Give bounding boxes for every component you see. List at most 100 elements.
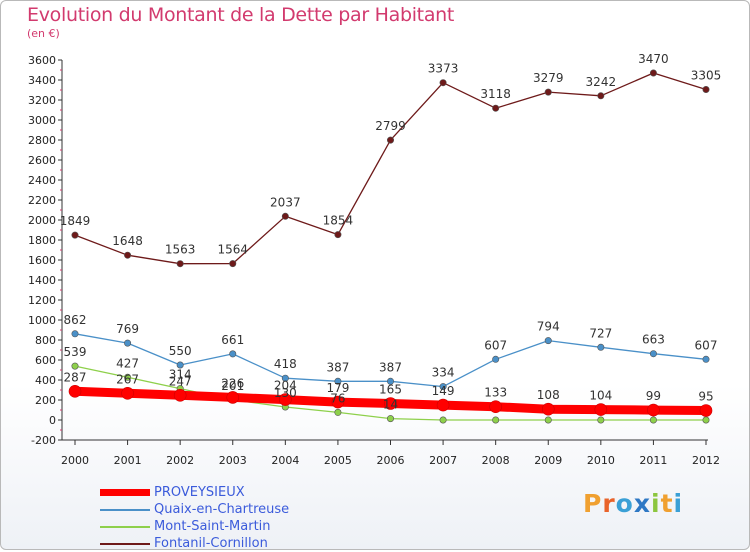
- data-label: 1854: [323, 214, 354, 228]
- x-tick-label: 2005: [324, 454, 352, 467]
- data-point: [597, 343, 605, 351]
- data-label: 1564: [217, 243, 248, 257]
- y-tick-label: -200: [31, 434, 56, 447]
- legend-label: Fontanil-Cornillon: [154, 536, 268, 551]
- y-tick-label: 2400: [28, 174, 56, 187]
- x-tick-label: 2010: [587, 454, 615, 467]
- data-point: [597, 92, 605, 100]
- legend-swatch: [100, 489, 150, 496]
- y-tick-label: 1400: [28, 274, 56, 287]
- data-label: 794: [537, 320, 560, 334]
- data-point: [334, 377, 342, 385]
- legend-label: Quaix-en-Chartreuse: [154, 502, 290, 517]
- legend-swatch: [100, 543, 150, 545]
- data-point: [281, 212, 289, 220]
- data-label: 387: [326, 360, 349, 374]
- y-tick-label: 800: [35, 334, 56, 347]
- brand-letter: i: [673, 489, 684, 518]
- x-tick-label: 2003: [219, 454, 247, 467]
- data-point: [386, 136, 394, 144]
- data-point: [544, 337, 552, 345]
- data-point: [702, 86, 710, 94]
- data-point: [702, 416, 710, 424]
- legend-swatch: [100, 526, 150, 528]
- x-tick-label: 2008: [482, 454, 510, 467]
- y-tick-label: 3600: [28, 54, 56, 67]
- data-point: [334, 231, 342, 239]
- y-tick-label: 2000: [28, 214, 56, 227]
- data-point: [439, 383, 447, 391]
- data-label: 104: [589, 389, 612, 403]
- data-label: 387: [379, 360, 402, 374]
- y-tick-label: 2200: [28, 194, 56, 207]
- data-label: 769: [116, 322, 139, 336]
- y-tick-label: 400: [35, 374, 56, 387]
- data-label: 607: [484, 338, 507, 352]
- y-tick-label: 3400: [28, 74, 56, 87]
- data-point: [279, 393, 292, 406]
- y-tick-label: 1200: [28, 294, 56, 307]
- y-tick-label: 200: [35, 394, 56, 407]
- data-label: 550: [169, 344, 192, 358]
- x-tick-label: 2011: [639, 454, 667, 467]
- data-point: [124, 251, 132, 259]
- data-label: 287: [64, 370, 87, 384]
- series-line: [74, 72, 707, 265]
- data-label: 1563: [165, 243, 196, 257]
- data-label: 661: [221, 333, 244, 347]
- data-label: 267: [116, 372, 139, 386]
- data-point: [541, 402, 555, 416]
- data-label: 3305: [691, 69, 722, 83]
- data-point: [492, 104, 500, 112]
- data-label: 108: [537, 388, 560, 402]
- data-label: 427: [116, 356, 139, 370]
- data-label: 314: [169, 368, 192, 382]
- data-label: 95: [698, 390, 713, 404]
- data-point: [544, 416, 552, 424]
- data-label: 76: [330, 391, 345, 405]
- data-point: [226, 391, 240, 404]
- data-label: 727: [589, 326, 612, 340]
- data-point: [597, 416, 605, 424]
- data-label: 99: [646, 389, 661, 403]
- data-label: 334: [432, 366, 455, 380]
- data-point: [436, 398, 450, 412]
- data-label: 130: [274, 386, 297, 400]
- data-label: 247: [169, 374, 192, 388]
- brand-letter: P: [583, 489, 603, 518]
- data-point: [281, 374, 289, 382]
- y-tick-label: 0: [49, 414, 56, 427]
- x-tick-label: 2006: [377, 454, 405, 467]
- data-label: 179: [326, 381, 349, 395]
- data-point: [439, 79, 447, 87]
- brand-letter: i: [651, 489, 661, 518]
- x-tick-label: 2004: [271, 454, 299, 467]
- series-group: [68, 69, 713, 424]
- data-label: 3118: [480, 87, 511, 101]
- brand-letter: x: [633, 489, 651, 518]
- data-point: [647, 403, 660, 417]
- data-point: [71, 231, 79, 239]
- data-label: 2037: [270, 195, 301, 209]
- y-tick-label: 600: [35, 354, 56, 367]
- data-label: 1849: [60, 214, 91, 228]
- x-tick-label: 2002: [166, 454, 194, 467]
- data-point: [176, 260, 184, 268]
- data-label: 226: [221, 376, 244, 390]
- data-label: 133: [484, 386, 507, 400]
- y-tick-label: 1000: [28, 314, 56, 327]
- data-point: [68, 384, 82, 398]
- data-point: [124, 373, 132, 381]
- data-label: 3242: [586, 75, 617, 89]
- data-point: [492, 355, 500, 363]
- data-point: [386, 377, 394, 385]
- data-point: [544, 88, 552, 96]
- data-point: [594, 403, 608, 416]
- y-tick-label: 2800: [28, 134, 56, 147]
- data-point: [331, 395, 345, 409]
- data-point: [71, 330, 79, 338]
- brand-letter: t: [660, 489, 674, 518]
- y-tick-label: 3200: [28, 94, 56, 107]
- y-tick-label: 1800: [28, 234, 56, 247]
